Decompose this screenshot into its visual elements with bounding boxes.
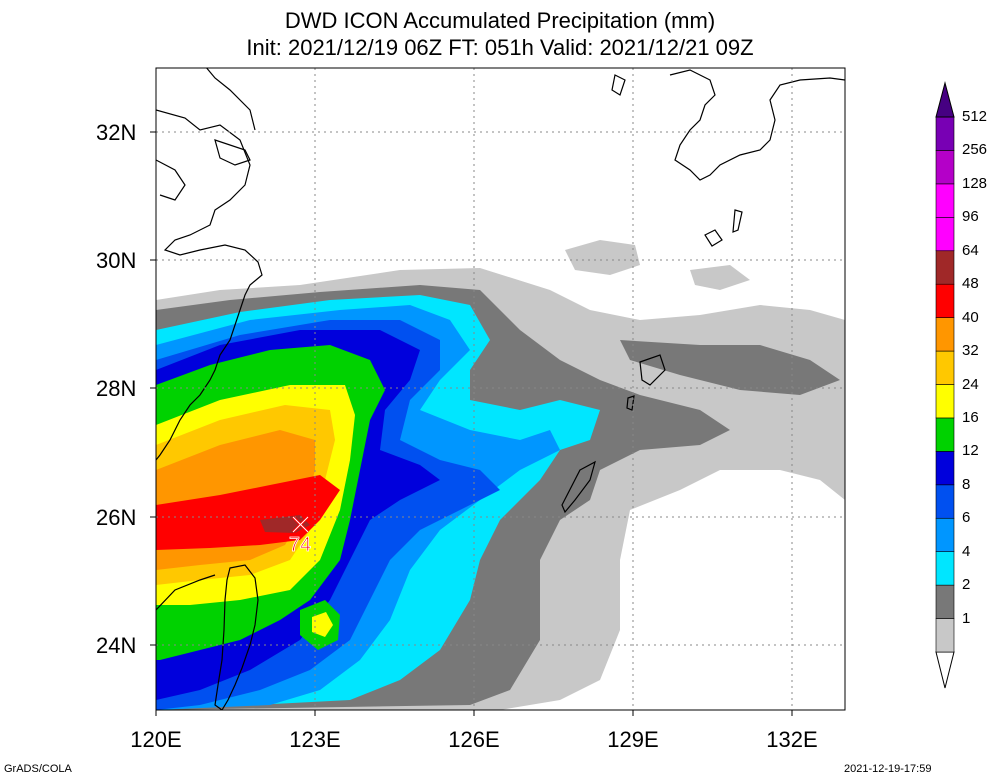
- coastline-ryukyu: [561, 460, 596, 514]
- colorbar-swatch: [935, 116, 955, 151]
- footer-software: GrADS/COLA: [4, 763, 72, 775]
- coastline-china: [156, 109, 263, 461]
- colorbar-label: 48: [962, 275, 979, 293]
- lat-label: 28N: [96, 376, 137, 401]
- precip-zone-24mm: [312, 612, 333, 637]
- colorbar-label: 24: [962, 375, 979, 393]
- lat-label: 26N: [96, 505, 137, 530]
- colorbar-swatch: [935, 150, 955, 185]
- colorbar-swatch: [935, 618, 955, 653]
- colorbar-label: 12: [962, 442, 979, 460]
- coastline-ryukyu: [639, 354, 666, 386]
- colorbar-swatch: [935, 451, 955, 486]
- map-title: DWD ICON Accumulated Precipitation (mm): [284, 8, 716, 33]
- coastlines: [156, 68, 845, 710]
- colorbar-swatch: [935, 517, 955, 552]
- lat-label: 32N: [96, 120, 137, 145]
- colorbar-max-triangle: [935, 81, 955, 118]
- colorbar-swatch: [935, 217, 955, 252]
- colorbar-swatch: [935, 417, 955, 452]
- coastline-yakushima: [704, 229, 723, 247]
- colorbar-swatch: [935, 183, 955, 218]
- precip-zone-1mm: [690, 265, 750, 290]
- colorbar-label: 6: [962, 509, 971, 527]
- colorbar-label: 4: [962, 542, 971, 560]
- colorbar-label: 1: [962, 609, 971, 627]
- colorbar-label: 64: [962, 241, 979, 259]
- lon-label: 132E: [766, 727, 818, 752]
- colorbar-swatch: [935, 250, 955, 285]
- coastline-tanegashima: [732, 209, 743, 233]
- colorbar-label: 2: [962, 576, 971, 594]
- colorbar-swatch: [935, 584, 955, 619]
- map-subtitle: Init: 2021/12/19 06Z FT: 051h Valid: 202…: [246, 35, 754, 60]
- footer-timestamp: 2021-12-19-17:59: [844, 763, 932, 775]
- colorbar-label: 8: [962, 475, 971, 493]
- colorbar-label: 40: [962, 308, 979, 326]
- coastline-china: [156, 159, 186, 201]
- coastline-island: [214, 139, 251, 166]
- lon-label: 123E: [289, 727, 341, 752]
- colorbar-swatch: [935, 283, 955, 318]
- coastline-taiwan: [214, 564, 259, 710]
- lat-label: 24N: [96, 633, 137, 658]
- precipitation-field: [156, 240, 845, 710]
- colorbar-label: 512: [962, 108, 988, 125]
- colorbar-swatch: [935, 484, 955, 519]
- colorbar-min-triangle: [935, 651, 955, 689]
- colorbar-label: 256: [962, 141, 988, 159]
- colorbar-label: 128: [962, 174, 988, 192]
- colorbar-swatch: [935, 384, 955, 419]
- colorbar-swatch: [935, 551, 955, 586]
- lon-label: 129E: [607, 727, 659, 752]
- colorbar-label: 32: [962, 342, 979, 360]
- colorbar-swatch: [935, 317, 955, 352]
- precip-zone-2mm: [620, 340, 840, 395]
- map-frame: [155, 67, 846, 711]
- colorbar-label: 16: [962, 408, 979, 426]
- colorbar-swatch: [935, 350, 955, 385]
- colorbar-label: 96: [962, 208, 979, 226]
- colorbar: [935, 81, 955, 689]
- lon-label: 126E: [448, 727, 500, 752]
- coastline-taiwan: [156, 574, 216, 611]
- lat-label: 30N: [96, 248, 137, 273]
- max-precip-value: 74: [289, 534, 311, 556]
- graticule: [156, 68, 845, 710]
- coastline-ryukyu: [626, 395, 635, 411]
- lon-label: 120E: [130, 727, 182, 752]
- coastline-kyushu: [669, 69, 845, 181]
- precip-zone-1mm: [565, 240, 640, 275]
- coastline-kyushu: [611, 74, 626, 96]
- coastline-china: [205, 68, 256, 131]
- max-precip-marker: 74: [288, 515, 312, 556]
- axis-ticks: [150, 131, 793, 716]
